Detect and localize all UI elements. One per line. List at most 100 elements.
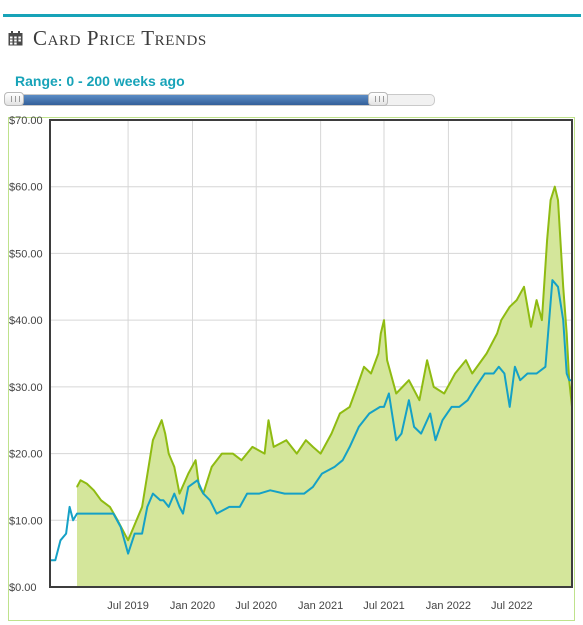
series-1-point xyxy=(321,472,323,475)
series-1-point xyxy=(216,513,218,515)
y-tick-label: $10.00 xyxy=(9,515,43,527)
series-1-point xyxy=(509,406,511,408)
series-0-point xyxy=(264,452,266,455)
series-1-point xyxy=(503,372,506,375)
series-0-point xyxy=(566,332,568,335)
series-1-point xyxy=(492,372,495,375)
series-0-point xyxy=(164,432,166,435)
series-0-point xyxy=(100,499,102,501)
series-0-point xyxy=(221,452,223,455)
series-1-point xyxy=(182,513,184,515)
series-0-point xyxy=(356,386,358,388)
series-1-point xyxy=(526,372,529,375)
x-tick-label: Jan 2022 xyxy=(426,600,471,612)
series-1-point xyxy=(434,439,437,441)
series-1-point xyxy=(566,372,568,375)
series-1-point xyxy=(408,399,410,401)
series-1-point xyxy=(196,479,198,481)
series-0-point xyxy=(550,199,552,201)
series-1-point xyxy=(562,319,564,321)
series-1-point xyxy=(484,372,486,375)
series-0-point xyxy=(383,319,385,321)
series-1-point xyxy=(395,439,397,441)
y-tick-label: $30.00 xyxy=(9,382,43,394)
series-1-point xyxy=(209,499,211,501)
series-1-point xyxy=(246,493,248,495)
series-0-point xyxy=(554,186,556,188)
series-1-point xyxy=(87,513,90,515)
series-1-point xyxy=(112,513,114,515)
series-1-point xyxy=(168,506,170,508)
grip-icon xyxy=(375,96,385,102)
series-0-point xyxy=(516,299,518,301)
series-0-point xyxy=(408,379,410,381)
x-tick-label: Jan 2021 xyxy=(298,600,343,612)
calendar-icon xyxy=(8,30,23,45)
series-1-point xyxy=(72,519,74,521)
series-1-point xyxy=(379,406,381,408)
series-0-point xyxy=(211,466,213,468)
series-1-point xyxy=(120,526,122,528)
x-tick-label: Jul 2020 xyxy=(235,600,277,612)
series-0-point xyxy=(380,332,382,335)
range-slider[interactable] xyxy=(4,92,435,106)
series-1-point xyxy=(162,499,165,501)
series-0-point xyxy=(312,446,314,448)
series-0-point xyxy=(377,352,379,355)
series-1-point xyxy=(54,559,56,561)
series-0-point xyxy=(187,472,189,475)
series-0-point xyxy=(349,406,351,408)
series-1-point xyxy=(159,499,161,501)
series-1-point xyxy=(557,286,559,288)
series-0-point xyxy=(127,539,129,541)
series-1-point xyxy=(134,533,136,535)
series-1-point xyxy=(187,486,189,488)
series-0-point xyxy=(500,319,502,321)
series-0-point xyxy=(465,359,467,361)
series-0-point xyxy=(541,319,543,321)
series-1-point xyxy=(400,432,403,435)
series-1-point xyxy=(568,379,570,381)
series-1-point xyxy=(429,412,431,415)
series-0-point xyxy=(109,506,111,508)
panel-header: Card Price Trends xyxy=(8,26,207,50)
y-tick-label: $50.00 xyxy=(9,248,43,260)
x-tick-label: Jan 2020 xyxy=(170,600,215,612)
series-0-point xyxy=(433,386,435,388)
series-0-point xyxy=(485,352,488,355)
series-1-point xyxy=(467,399,469,401)
series-0-point xyxy=(330,432,333,435)
series-1-point xyxy=(178,506,181,508)
series-1-point xyxy=(420,432,422,435)
series-0-point xyxy=(320,452,322,455)
x-tick-label: Jul 2022 xyxy=(491,600,533,612)
series-1-point xyxy=(536,372,538,375)
series-0-point xyxy=(454,372,456,375)
series-1-point xyxy=(69,506,71,508)
series-1-point xyxy=(544,366,546,368)
series-0-point xyxy=(530,326,532,328)
series-0-point xyxy=(251,446,253,448)
series-0-line xyxy=(76,185,573,542)
series-1-point xyxy=(269,489,271,491)
series-1-point xyxy=(59,539,62,541)
series-0-point xyxy=(443,392,445,395)
series-0-point xyxy=(168,452,170,455)
series-0-point xyxy=(557,199,559,201)
series-0-point xyxy=(305,439,307,441)
series-1-point xyxy=(102,513,104,515)
series-1-point xyxy=(358,426,360,428)
series-0-point xyxy=(370,372,372,375)
series-1-point xyxy=(514,366,516,368)
x-axis-ticks: Jul 2019 Jan 2020 Jul 2020 Jan 2021 Jul 2021… xyxy=(107,600,532,612)
series-1-point xyxy=(127,553,129,555)
series-0-point xyxy=(509,306,511,308)
series-1-point xyxy=(312,486,314,488)
slider-handle-min[interactable] xyxy=(4,92,24,106)
series-0-point xyxy=(546,239,548,241)
series-0-point xyxy=(195,459,197,461)
series-0-point xyxy=(79,479,82,481)
series-1-point xyxy=(173,493,175,495)
series-0-point xyxy=(161,419,163,421)
slider-handle-max[interactable] xyxy=(368,92,389,106)
